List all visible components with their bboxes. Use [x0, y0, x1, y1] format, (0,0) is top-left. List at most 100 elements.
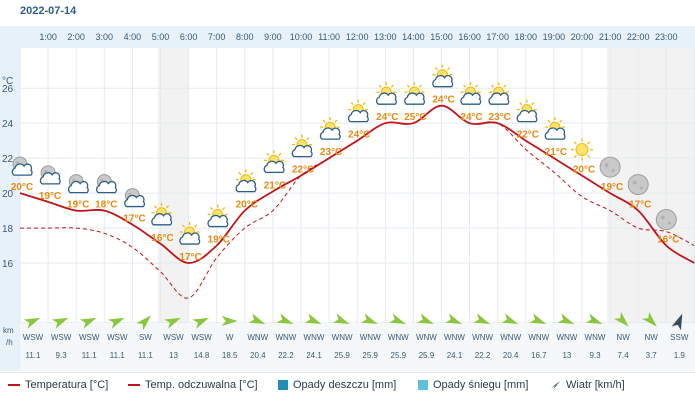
- legend-temperature-label: Temperatura [°C]: [25, 379, 109, 391]
- wind-speed: 7.4: [618, 351, 630, 360]
- wind-arrow-shape: [221, 316, 238, 326]
- sun-cloud-icon: [544, 117, 566, 140]
- wind-arrow-icon: [613, 311, 629, 327]
- rain-swatch: [278, 380, 288, 391]
- hour-label: 5:00: [152, 32, 170, 42]
- wind-arrow-shape: [671, 313, 683, 331]
- wind-direction: WSW: [79, 333, 100, 342]
- sun-cloud-icon: [263, 150, 285, 174]
- temperature-label: 18°C: [95, 200, 117, 211]
- temperature-label: 22°C: [517, 130, 539, 141]
- temperature-label: 21°C: [545, 147, 567, 158]
- wind-speed: 1.9: [674, 351, 686, 360]
- wind-arrow-icon: [276, 313, 294, 324]
- wind-direction: NW: [645, 333, 659, 342]
- wind-arrow-icon: [51, 317, 69, 329]
- weather-chart: 1:00 2:00 3:00 4:00 5:00 6:00 7:00 8:00 9:00 10:0…: [2, 32, 695, 371]
- sun-icon: [571, 138, 593, 161]
- legend: Temperatura [°C] Temp. odczuwalna [°C] O…: [0, 372, 695, 398]
- wind-speed: 13: [169, 351, 178, 360]
- wind-direction: WSW: [51, 333, 72, 342]
- sun-ray: [222, 207, 226, 211]
- wind-direction: WNW: [332, 333, 353, 342]
- left-axis-bar: [0, 26, 20, 371]
- temperature-label: 21°C: [264, 180, 286, 191]
- wind-arrow-icon: [501, 313, 519, 324]
- sun-ray: [294, 137, 298, 141]
- moon-crater: [44, 170, 48, 173]
- hour-label: 1:00: [39, 32, 57, 42]
- sun-ray: [475, 84, 479, 88]
- sun-ray: [350, 102, 354, 106]
- wind-arrow-icon: [389, 313, 406, 324]
- wind-speed: 22.2: [475, 351, 491, 360]
- wind-direction: WNW: [500, 333, 521, 342]
- y-tick-label: 26: [2, 84, 14, 95]
- sun-cloud-icon: [151, 202, 173, 226]
- night-band: [157, 48, 189, 323]
- temperature-label: 23°C: [320, 147, 342, 158]
- moon-icon: [655, 209, 677, 231]
- legend-temperature: Temperatura [°C]: [8, 379, 108, 391]
- sun-cloud-icon: [235, 169, 257, 193]
- wind-arrow-shape: [304, 313, 322, 324]
- wind-arrow-shape: [473, 313, 491, 324]
- wind-speed: 14.8: [194, 351, 210, 360]
- wind-arrow-icon: [164, 317, 181, 329]
- wind-speed: 3.7: [646, 351, 658, 360]
- sun-ray: [165, 205, 170, 209]
- cloud-shape: [11, 163, 33, 176]
- wind-direction: WNW: [360, 333, 381, 342]
- wind-speed: 16.7: [531, 351, 547, 360]
- wind-arrow-shape: [529, 313, 547, 324]
- wind-row-bg: [20, 323, 695, 371]
- moon-cloud-icon: [124, 188, 146, 208]
- sun-ray: [418, 84, 422, 88]
- temperature-label: 17°C: [179, 252, 201, 263]
- sun-ray: [559, 119, 563, 123]
- wind-arrow-icon: [557, 313, 575, 324]
- wind-speed: 11.1: [110, 351, 126, 360]
- wind-direction: WNW: [472, 333, 493, 342]
- sun-ray: [434, 67, 439, 71]
- moon-crater: [604, 163, 609, 168]
- temperature-label: 17°C: [123, 214, 145, 225]
- wind-speed: 22.2: [278, 351, 294, 360]
- sun-ray: [573, 141, 577, 145]
- wind-speed: 18.5: [222, 351, 238, 360]
- wind-arrow-icon: [671, 313, 683, 331]
- wind-speed: 20.4: [503, 351, 519, 360]
- cloud-shape: [516, 109, 538, 123]
- forecast-date: 2022-07-14: [20, 5, 77, 17]
- moon-crater: [667, 221, 671, 225]
- sun-cloud-icon: [404, 82, 426, 105]
- sun-ray: [266, 152, 270, 156]
- wind-speed: 11.1: [138, 351, 154, 360]
- hour-label: 19:00: [543, 32, 566, 42]
- hour-label: 2:00: [67, 32, 85, 42]
- temperature-label: 23°C: [489, 112, 511, 123]
- cloud-shape: [263, 160, 285, 174]
- temperature-label: 16°C: [657, 235, 679, 246]
- temperature-label: 24°C: [348, 130, 370, 141]
- temperature-line: [19, 104, 695, 264]
- wind-speed: 24.1: [306, 351, 322, 360]
- wind-speed: 25.9: [362, 351, 378, 360]
- wind-arrow-icon: [473, 313, 491, 324]
- hour-axis-bar: [20, 26, 695, 48]
- wind-direction: W: [226, 333, 234, 342]
- wind-direction: SSW: [670, 333, 689, 342]
- wind-row: WSW11.1WSW9.3WSW11.1WSW11.1SW11.1WSW13WS…: [23, 311, 689, 360]
- sun-ray: [547, 119, 551, 123]
- cloud-shape: [347, 109, 369, 123]
- wind-direction: WSW: [191, 333, 212, 342]
- hour-label: 18:00: [515, 32, 538, 42]
- sun-ray: [531, 102, 535, 106]
- moon-disc: [627, 174, 649, 196]
- sun-ray: [406, 84, 410, 88]
- wind-arrow-icon: [551, 380, 560, 390]
- hour-label: 22:00: [627, 32, 650, 42]
- sun-ray: [250, 172, 254, 176]
- hour-label: 12:00: [346, 32, 369, 42]
- wind-speed: 25.9: [334, 351, 350, 360]
